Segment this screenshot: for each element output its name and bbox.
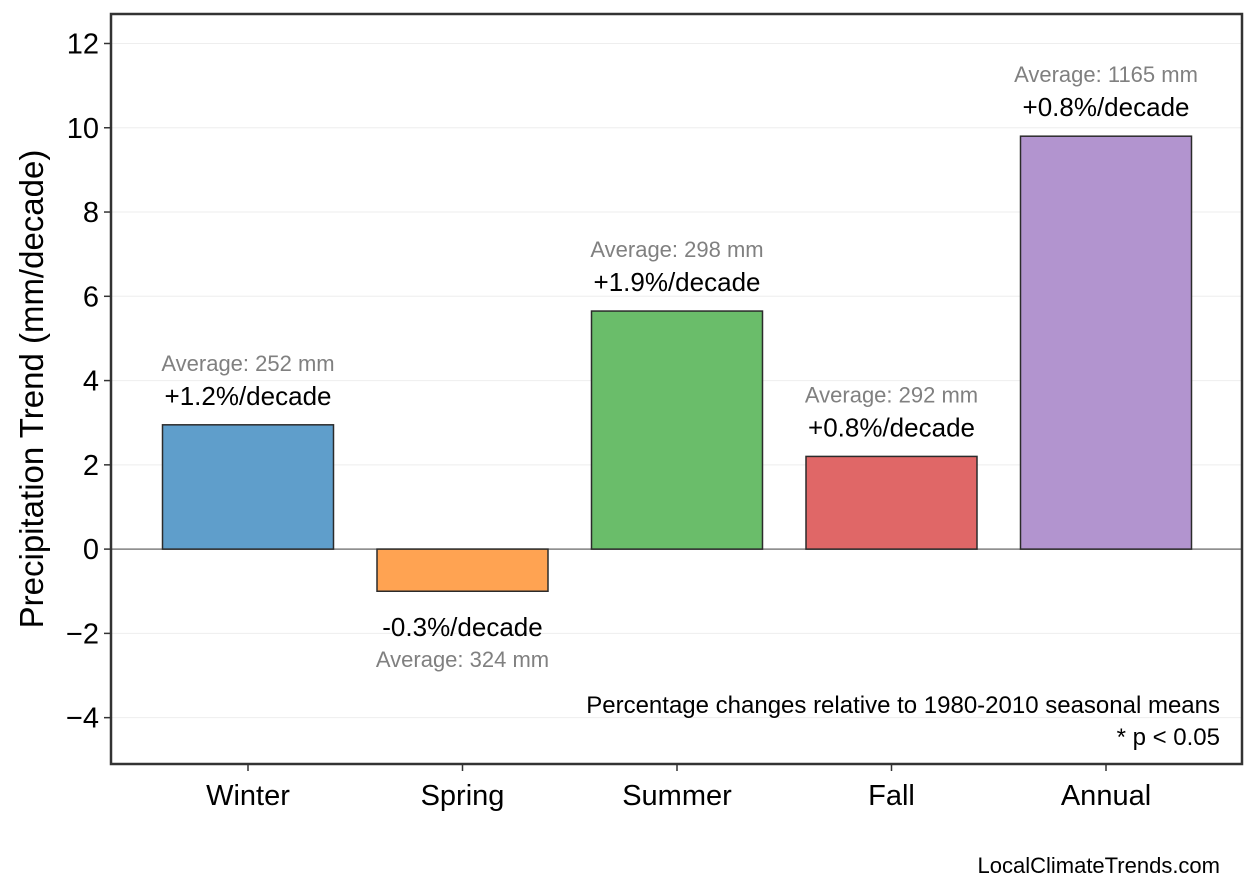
percent-change-label: +0.8%/decade — [808, 412, 975, 442]
percent-change-label: +1.2%/decade — [165, 381, 332, 411]
y-tick-label: 6 — [83, 281, 99, 313]
x-tick-label: Spring — [421, 780, 505, 812]
credit-text: LocalClimateTrends.com — [978, 853, 1221, 878]
y-tick-label: 4 — [83, 366, 99, 398]
bar-fall — [805, 455, 978, 550]
x-tick-label: Annual — [1061, 780, 1151, 812]
y-tick-label: 2 — [83, 450, 99, 482]
note-significance: * p < 0.05 — [1117, 724, 1220, 751]
average-label: Average: 324 mm — [376, 647, 549, 672]
x-tick-label: Summer — [622, 780, 732, 812]
note-percentage: Percentage changes relative to 1980-2010… — [586, 692, 1220, 719]
average-label: Average: 252 mm — [161, 351, 334, 376]
average-label: Average: 1165 mm — [1014, 62, 1198, 87]
x-axis-ticks: Winter Spring Summer Fall Annual — [206, 764, 1151, 812]
y-tick-label: 12 — [67, 28, 99, 60]
bar-winter — [161, 424, 335, 550]
y-axis-title: Precipitation Trend (mm/decade) — [13, 150, 50, 629]
percent-change-label: -0.3%/decade — [382, 612, 542, 642]
y-tick-label: −4 — [66, 703, 99, 735]
average-label: Average: 298 mm — [590, 237, 763, 262]
percent-change-label: +0.8%/decade — [1023, 92, 1190, 122]
average-label: Average: 292 mm — [805, 382, 978, 407]
y-tick-label: −2 — [66, 618, 99, 650]
bar-annual — [1019, 135, 1193, 550]
y-tick-label: 0 — [83, 534, 99, 566]
bar-summer — [590, 310, 764, 550]
y-tick-label: 10 — [67, 113, 99, 145]
x-tick-label: Fall — [868, 780, 915, 812]
x-tick-label: Winter — [206, 780, 290, 812]
percent-change-label: +1.9%/decade — [594, 267, 761, 297]
bar-labels: +1.2%/decade Average: 252 mm -0.3%/decade A… — [161, 62, 1198, 672]
y-axis-ticks: −4 −2 0 2 4 6 8 10 12 — [66, 28, 111, 735]
y-tick-label: 8 — [83, 197, 99, 229]
bars — [161, 135, 1193, 592]
bar-spring — [376, 548, 549, 592]
